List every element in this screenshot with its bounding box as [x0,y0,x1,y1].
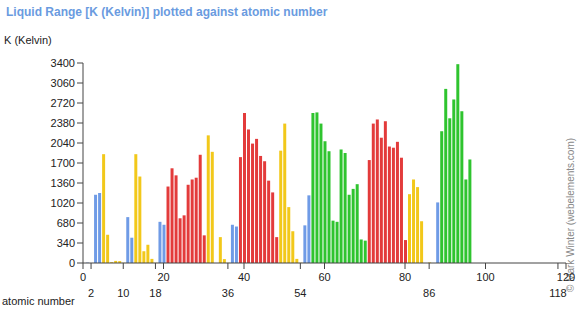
svg-text:2: 2 [88,287,94,299]
svg-text:3060: 3060 [51,77,75,89]
svg-text:680: 680 [57,217,75,229]
svg-text:10: 10 [117,287,129,299]
svg-text:60: 60 [318,271,330,283]
svg-text:1700: 1700 [51,157,75,169]
svg-text:20: 20 [157,271,169,283]
svg-text:3400: 3400 [51,57,75,69]
svg-text:18: 18 [149,287,161,299]
svg-text:1360: 1360 [51,177,75,189]
svg-text:100: 100 [476,271,494,283]
svg-text:54: 54 [294,287,306,299]
svg-text:80: 80 [399,271,411,283]
svg-text:2040: 2040 [51,137,75,149]
svg-text:1020: 1020 [51,197,75,209]
svg-text:340: 340 [57,237,75,249]
svg-text:0: 0 [80,271,86,283]
svg-text:120: 120 [557,271,572,283]
svg-text:2720: 2720 [51,97,75,109]
svg-text:40: 40 [238,271,250,283]
svg-text:2380: 2380 [51,117,75,129]
svg-text:36: 36 [222,287,234,299]
svg-text:0: 0 [69,257,75,269]
svg-text:86: 86 [423,287,435,299]
svg-text:118: 118 [549,287,567,299]
